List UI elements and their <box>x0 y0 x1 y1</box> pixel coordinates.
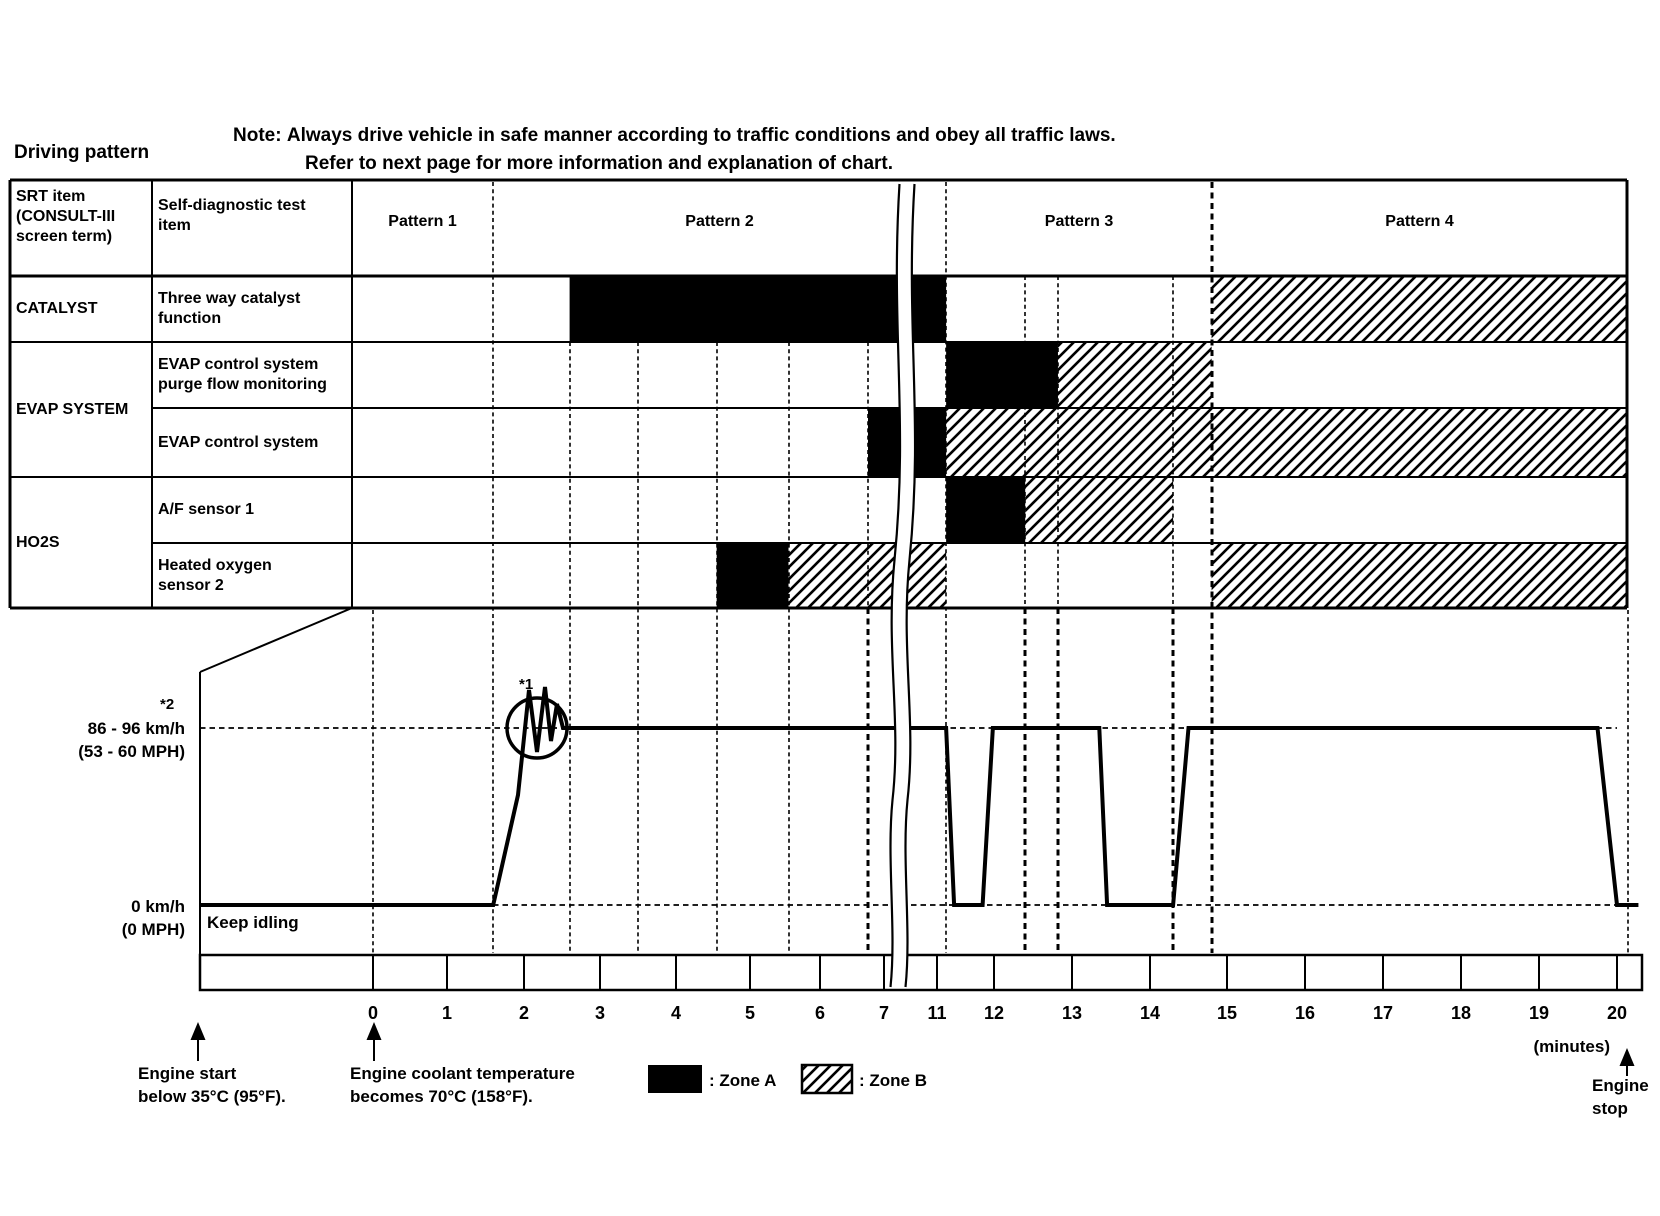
engine-start-arrow <box>190 1022 206 1040</box>
keep-idling-label: Keep idling <box>207 913 299 932</box>
minute-label: 15 <box>1216 1003 1238 1023</box>
zone-b-bar <box>946 408 1628 477</box>
minute-label: 14 <box>1139 1003 1161 1023</box>
page-title: Driving pattern <box>14 142 150 163</box>
pattern-header-1: Pattern 1 <box>388 213 457 230</box>
note-line2: Refer to next page for more information … <box>305 153 894 174</box>
minute-label: 7 <box>878 1003 890 1023</box>
coolant-arrow <box>366 1022 382 1040</box>
engine-start-note: Engine start below 35°C (95°F). <box>138 1064 286 1106</box>
minute-label: 4 <box>670 1003 682 1023</box>
connector-line <box>199 607 353 673</box>
minute-label: 20 <box>1606 1003 1628 1023</box>
srt-item-cell: HO2S <box>16 533 60 551</box>
minute-label: 11 <box>927 1003 947 1023</box>
test-item-cell: EVAP control system <box>158 433 319 451</box>
zone-a-bar <box>569 276 947 342</box>
time-scale-bar <box>198 953 1644 992</box>
footnote1-marker: *1 <box>519 676 534 693</box>
test-item-cell: Three way catalyst function <box>158 290 301 327</box>
pattern-header-3: Pattern 3 <box>1044 213 1114 230</box>
minute-label: 2 <box>518 1003 530 1023</box>
pattern-header-4: Pattern 4 <box>1385 213 1454 230</box>
zone-b-bar <box>1025 477 1174 543</box>
minute-label: 3 <box>594 1003 606 1023</box>
coolant-temp-note: Engine coolant temperature becomes 70°C … <box>350 1064 575 1106</box>
footnote2-marker: *2 <box>160 696 175 713</box>
footnote1-circle <box>505 696 569 760</box>
zone-a-bar <box>946 477 1026 543</box>
minute-label: 13 <box>1061 1003 1083 1023</box>
axis-break-curve <box>889 183 902 988</box>
note-block: Note: Always drive vehicle in safe manne… <box>233 122 1116 178</box>
minute-label: 6 <box>814 1003 826 1023</box>
minute-label: 19 <box>1528 1003 1550 1023</box>
srt-column-header: SRT item (CONSULT-III screen term) <box>16 188 116 245</box>
test-item-cell: Heated oxygen sensor 2 <box>158 556 272 594</box>
minute-label: 18 <box>1450 1003 1472 1023</box>
minutes-unit-label: (minutes) <box>1533 1037 1611 1056</box>
minute-label: 1 <box>441 1003 453 1023</box>
legend-zone-a-swatch <box>648 1065 702 1093</box>
zone-a-bar <box>946 342 1058 408</box>
speed-high-label: 86 - 96 km/h (53 - 60 MPH) <box>78 719 185 761</box>
legend-zone-b-label: : Zone B <box>859 1071 927 1090</box>
legend-zone-a-label: : Zone A <box>709 1071 777 1090</box>
minute-label: 12 <box>983 1003 1005 1023</box>
engine-stop-note: Engine stop <box>1592 1076 1649 1118</box>
minute-label: 5 <box>744 1003 756 1023</box>
speed-trace <box>200 686 1639 907</box>
minute-label: 0 <box>367 1003 379 1023</box>
minute-label: 16 <box>1294 1003 1316 1023</box>
axis-break-mask <box>890 183 916 988</box>
zone-b-bar <box>1211 543 1628 608</box>
test-item-cell: A/F sensor 1 <box>158 501 255 518</box>
srt-item-cell: CATALYST <box>16 300 98 317</box>
legend-zone-b-swatch <box>800 1063 854 1095</box>
note-prefix: Note: <box>233 125 282 146</box>
srt-item-cell: EVAP SYSTEM <box>16 400 129 418</box>
axis-break-curve <box>904 183 917 988</box>
pattern-header-2: Pattern 2 <box>685 213 754 230</box>
minute-label: 17 <box>1372 1003 1394 1023</box>
zone-a-bar <box>716 543 789 608</box>
zone-b-bar <box>1057 342 1212 408</box>
engine-stop-arrow <box>1619 1048 1635 1066</box>
speed-low-label: 0 km/h (0 MPH) <box>121 897 185 939</box>
note-line1: Always drive vehicle in safe manner acco… <box>286 125 1116 146</box>
zone-b-bar <box>1211 276 1628 342</box>
test-column-header: Self-diagnostic test item <box>158 197 306 234</box>
test-item-cell: EVAP control system purge flow monitorin… <box>158 356 327 393</box>
